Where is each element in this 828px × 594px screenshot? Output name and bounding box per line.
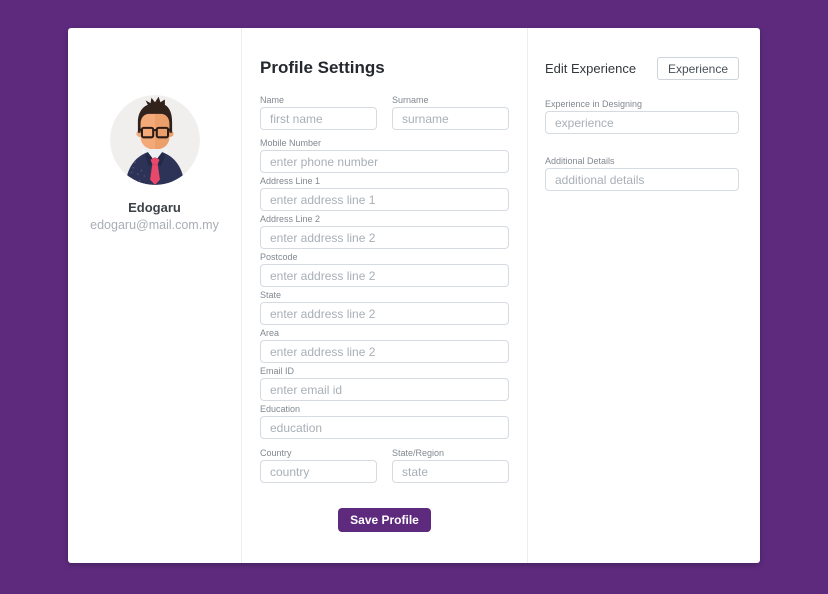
mobile-number-input[interactable] xyxy=(260,150,509,173)
country-input[interactable] xyxy=(260,460,377,483)
address-line-2-field-group: Address Line 2 xyxy=(260,214,509,249)
email-id-field-group: Email ID xyxy=(260,366,509,401)
surname-input[interactable] xyxy=(392,107,509,130)
surname-label: Surname xyxy=(392,95,429,105)
education-field-group: Education xyxy=(260,404,509,439)
mobile-number-label: Mobile Number xyxy=(260,138,322,148)
experience-button[interactable]: Experience xyxy=(656,57,739,80)
education-label: Education xyxy=(260,404,301,414)
save-button-row: Save Profile xyxy=(260,508,509,532)
area-field-group: Area xyxy=(260,328,509,363)
user-avatar-icon xyxy=(109,95,200,185)
email-id-label: Email ID xyxy=(260,366,295,376)
address-line-2-input[interactable] xyxy=(260,226,509,249)
experience-input[interactable] xyxy=(545,111,739,134)
surname-field-group: Surname xyxy=(392,95,509,130)
state-input[interactable] xyxy=(260,302,509,325)
area-label: Area xyxy=(260,328,280,338)
mobile-number-field-group: Mobile Number xyxy=(260,138,509,173)
state-region-input[interactable] xyxy=(392,460,509,483)
country-state-row: Country State/Region xyxy=(260,448,509,483)
country-field-group: Country xyxy=(260,448,377,483)
address-line-1-field-group: Address Line 1 xyxy=(260,176,509,211)
user-panel: Edogaru edogaru@mail.com.my xyxy=(68,28,242,563)
name-label: Name xyxy=(260,95,285,105)
experience-title: Edit Experience xyxy=(545,61,637,76)
address-line-1-label: Address Line 1 xyxy=(260,176,321,186)
state-label: State xyxy=(260,290,282,300)
page-title: Profile Settings xyxy=(260,58,385,77)
state-field-group: State xyxy=(260,290,509,325)
name-surname-row: Name Surname xyxy=(260,95,509,130)
name-input[interactable] xyxy=(260,107,377,130)
email-id-input[interactable] xyxy=(260,378,509,401)
postcode-label: Postcode xyxy=(260,252,298,262)
save-profile-button[interactable]: Save Profile xyxy=(338,508,431,532)
country-label: Country xyxy=(260,448,292,458)
user-email: edogaru@mail.com.my xyxy=(90,218,219,232)
address-line-2-label: Address Line 2 xyxy=(260,214,321,224)
address-line-1-input[interactable] xyxy=(260,188,509,211)
name-field-group: Name xyxy=(260,95,377,130)
profile-settings-section: Profile Settings Name Surname Mobile Num… xyxy=(242,28,528,563)
state-region-label: State/Region xyxy=(392,448,445,458)
state-region-field-group: State/Region xyxy=(392,448,509,483)
experience-header: Edit Experience Experience xyxy=(545,57,739,80)
experience-designing-field-group: Experience in Designing xyxy=(545,99,739,134)
postcode-field-group: Postcode xyxy=(260,252,509,287)
postcode-input[interactable] xyxy=(260,264,509,287)
experience-section: Edit Experience Experience Experience in… xyxy=(528,28,760,563)
education-input[interactable] xyxy=(260,416,509,439)
profile-card: Edogaru edogaru@mail.com.my Profile Sett… xyxy=(68,28,760,563)
user-name: Edogaru xyxy=(128,200,181,215)
area-input[interactable] xyxy=(260,340,509,363)
additional-details-label: Additional Details xyxy=(545,156,615,166)
experience-designing-label: Experience in Designing xyxy=(545,99,643,109)
additional-details-input[interactable] xyxy=(545,168,739,191)
additional-details-field-group: Additional Details xyxy=(545,156,739,191)
